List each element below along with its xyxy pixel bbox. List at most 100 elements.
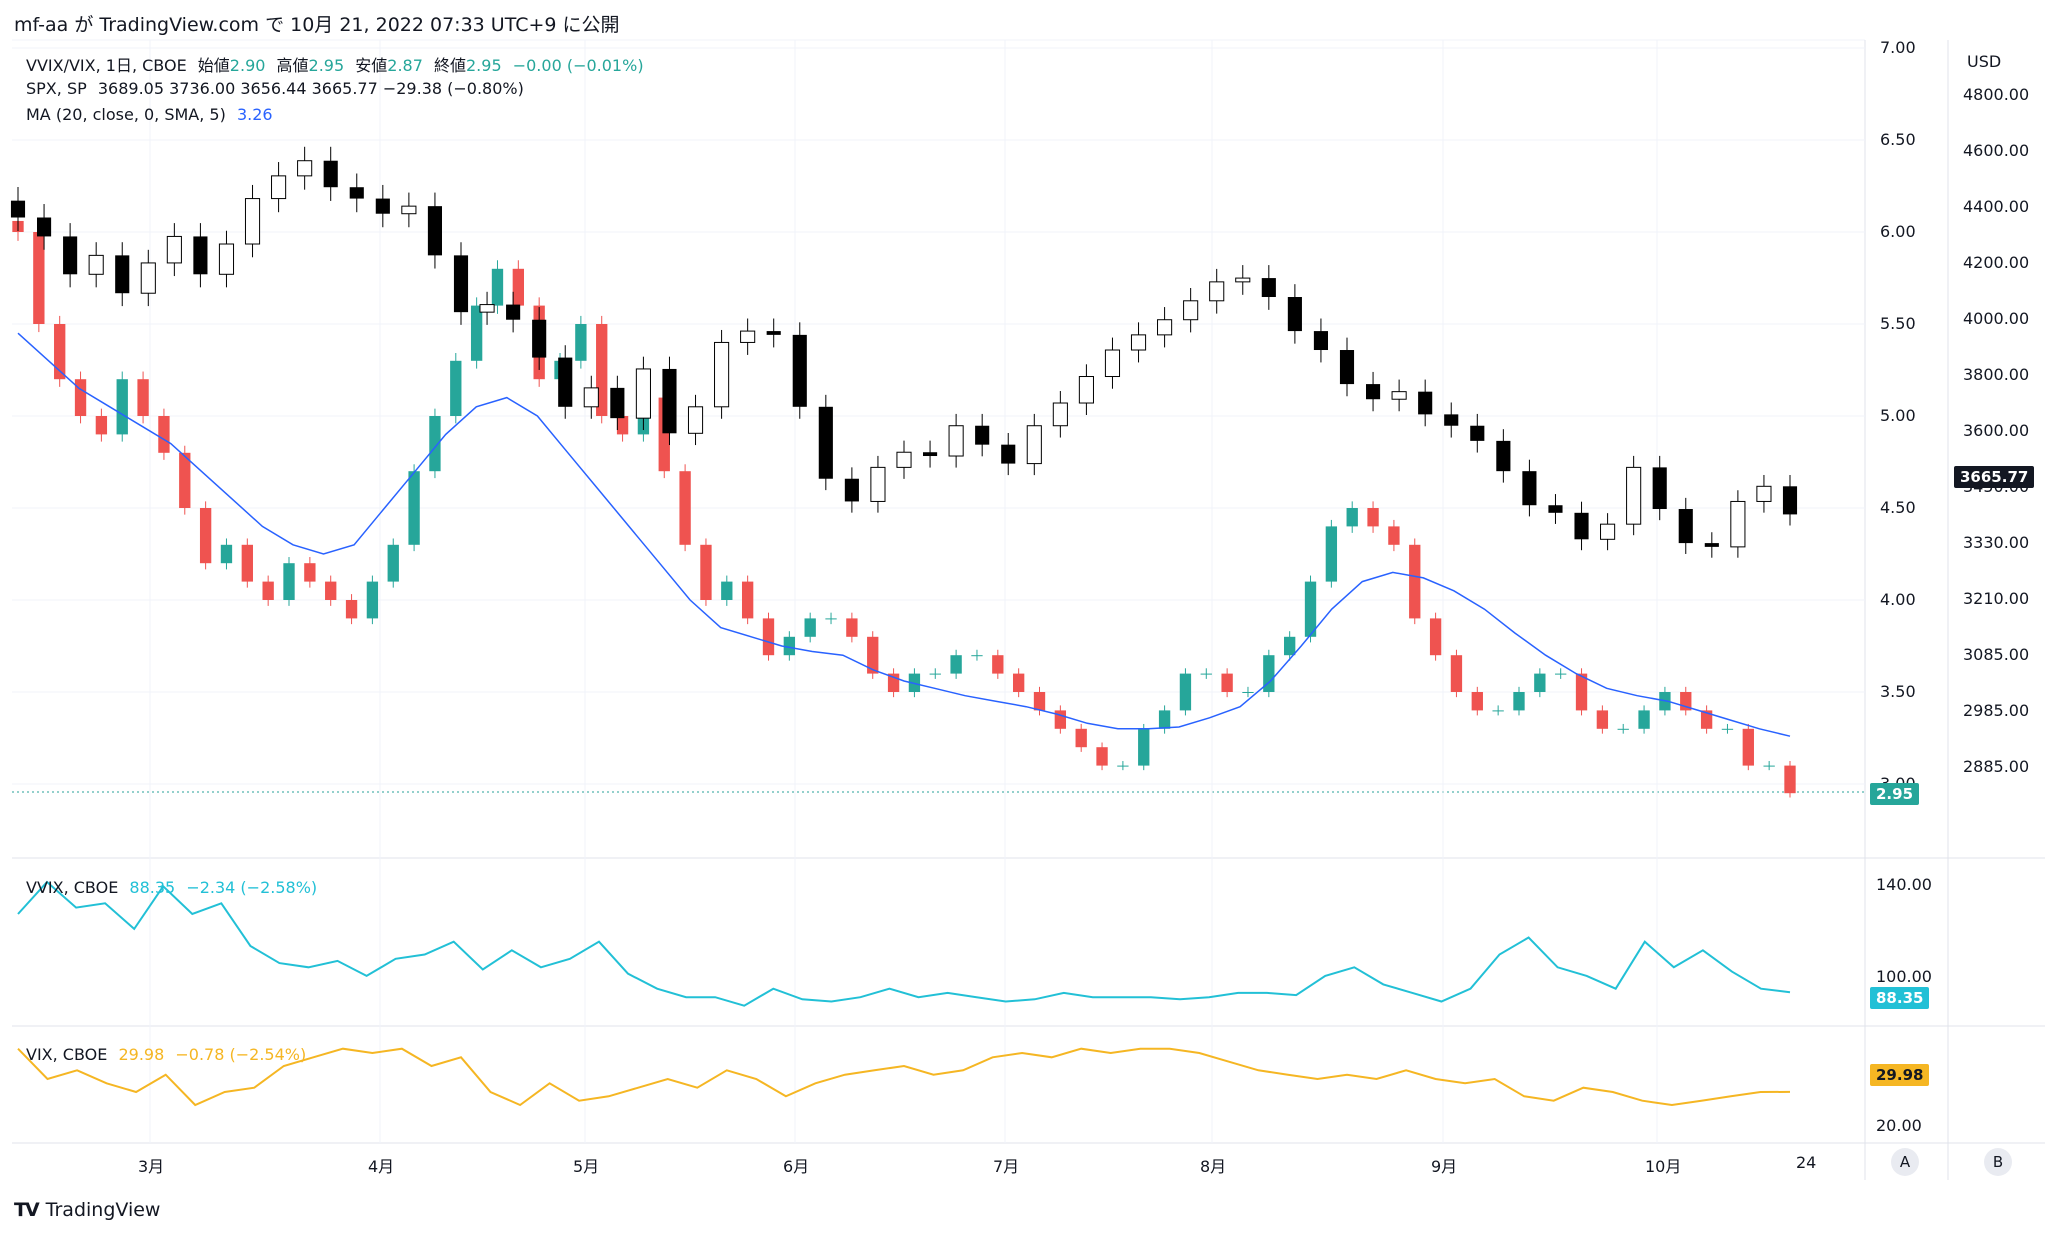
ratio-candle-body <box>1263 655 1275 692</box>
spx-candle-body <box>1026 425 1042 465</box>
spx-candle-body <box>766 331 781 335</box>
spx-candle-body <box>349 187 364 199</box>
ratio-candle-body <box>429 416 441 472</box>
spx-candle-body <box>1600 523 1616 540</box>
spx-candle-body <box>375 198 390 214</box>
ratio-candle-body <box>220 544 233 564</box>
ratio-candle-body <box>741 581 754 619</box>
ratio-candle-body <box>262 581 274 600</box>
ratio-candle-body <box>700 544 712 600</box>
spx-candle-body <box>506 304 521 320</box>
legend-vvix-label: VVIX, CBOE <box>26 878 119 897</box>
currency-label: USD <box>1967 52 2002 71</box>
b-button[interactable]: B <box>1984 1148 2012 1176</box>
vix-tick-label: 20.00 <box>1876 1116 1922 1135</box>
ratio-candle-body <box>1638 710 1650 729</box>
spx-candle-body <box>1756 485 1772 502</box>
legend-vix-change: −0.78 (−2.54%) <box>175 1045 307 1064</box>
spx-candle-body <box>532 319 547 358</box>
ratio-candle-body <box>179 452 191 508</box>
spx-candle-body <box>1078 376 1094 404</box>
ratio-candle-body <box>1012 673 1025 692</box>
publish-header: mf-aa が TradingView.com で 10月 21, 2022 0… <box>14 14 620 36</box>
ratio-candle-body <box>1680 692 1692 711</box>
spx-candle-body <box>401 205 417 215</box>
ratio-candle-body <box>1179 673 1192 711</box>
ratio-last-badge: 2.95 <box>1870 783 1920 805</box>
auto-scale-button[interactable]: A <box>1891 1148 1919 1176</box>
spx-candle-body <box>140 262 156 294</box>
ratio-candle-body <box>387 544 399 582</box>
ratio-candle-body <box>450 360 462 416</box>
ratio-tick-label: 6.00 <box>1880 222 1916 241</box>
ratio-tick-label: 4.50 <box>1880 498 1916 517</box>
spx-candle-body <box>1391 391 1407 400</box>
legend-vix-label: VIX, CBOE <box>26 1045 108 1064</box>
spx-candle-body <box>922 452 938 457</box>
time-tick-label: 4月 <box>368 1157 395 1176</box>
gridlines <box>12 40 1865 1143</box>
price-tick-label: 4600.00 <box>1963 141 2030 160</box>
spx-candle-body <box>1574 512 1589 540</box>
legend-open-label: 始値 <box>197 56 230 75</box>
spx-candle-body <box>10 200 26 218</box>
legend-low: 2.87 <box>387 56 423 75</box>
spx-candle-body <box>792 334 807 407</box>
ratio-candle-body <box>762 618 775 656</box>
ratio-candle-body <box>1784 765 1796 794</box>
spx-candle-body <box>323 160 338 188</box>
ratio-candle-body <box>1033 692 1046 711</box>
spx-candle-body <box>1157 319 1173 336</box>
price-tick-label: 2985.00 <box>1963 701 2030 720</box>
ratio-candle-body <box>783 636 796 656</box>
ratio-candle-body <box>575 324 587 361</box>
spx-candle-body <box>740 330 756 343</box>
ratio-candle-body <box>74 379 87 416</box>
ratio-candle-body <box>345 600 358 619</box>
legend-spx: SPX, SP 3689.05 3736.00 3656.44 3665.77 … <box>26 79 530 98</box>
ratio-candle-body <box>1596 710 1609 729</box>
price-tick-label: 4400.00 <box>1963 197 2030 216</box>
legend-close-label: 終値 <box>433 56 466 75</box>
price-tick-label: 3800.00 <box>1963 365 2030 384</box>
spx-candle-body <box>1730 500 1746 548</box>
spx-candle-body <box>1183 300 1199 321</box>
ratio-candle-body <box>33 232 45 324</box>
spx-candle-body <box>88 254 104 275</box>
legend-vvix: VVIX, CBOE 88.35 −2.34 (−2.58%) <box>26 878 323 897</box>
legend-spx-values: 3689.05 3736.00 3656.44 3665.77 −29.38 (… <box>97 79 524 98</box>
spx-candle-body <box>1339 350 1355 385</box>
ratio-candle-body <box>491 268 504 306</box>
ratio-candle-body <box>241 544 253 582</box>
spx-candle-body <box>1678 509 1693 544</box>
tradingview-logo[interactable]: ΤV TradingView <box>14 1199 160 1221</box>
tradingview-logo-text: TradingView <box>45 1199 161 1221</box>
time-tick-label: 8月 <box>1200 1157 1227 1176</box>
spx-candle-body <box>714 341 730 408</box>
vvix-line <box>17 880 1791 1007</box>
time-tick-label: 7月 <box>993 1157 1020 1176</box>
legend-vvix-value: 88.35 <box>129 878 176 897</box>
ratio-candle-body <box>825 618 837 620</box>
legend-spx-symbol: SPX, SP <box>26 79 87 98</box>
price-tick-label: 4200.00 <box>1963 253 2030 272</box>
ratio-candle-body <box>1388 526 1400 545</box>
ratio-candle-body <box>616 416 629 435</box>
spx-candle-body <box>1548 505 1563 513</box>
spx-candle-body <box>1365 384 1381 400</box>
spx-candle-body <box>1130 334 1147 351</box>
spx-candle-body <box>193 236 208 275</box>
ratio-candle-body <box>887 673 900 692</box>
spx-candle-body <box>896 451 912 468</box>
time-tick-label: 3月 <box>138 1157 165 1176</box>
legend-high-label: 高値 <box>276 56 309 75</box>
spx-candle-body <box>271 175 287 200</box>
spx-last-badge: 3665.77 <box>1954 466 2035 488</box>
ratio-candle-body <box>1284 636 1296 656</box>
ratio-candle-body <box>971 655 983 657</box>
ratio-candle-body <box>721 581 733 600</box>
ratio-candle-body <box>1742 728 1754 766</box>
ma-line <box>17 332 1791 737</box>
price-tick-label: 3600.00 <box>1963 421 2030 440</box>
